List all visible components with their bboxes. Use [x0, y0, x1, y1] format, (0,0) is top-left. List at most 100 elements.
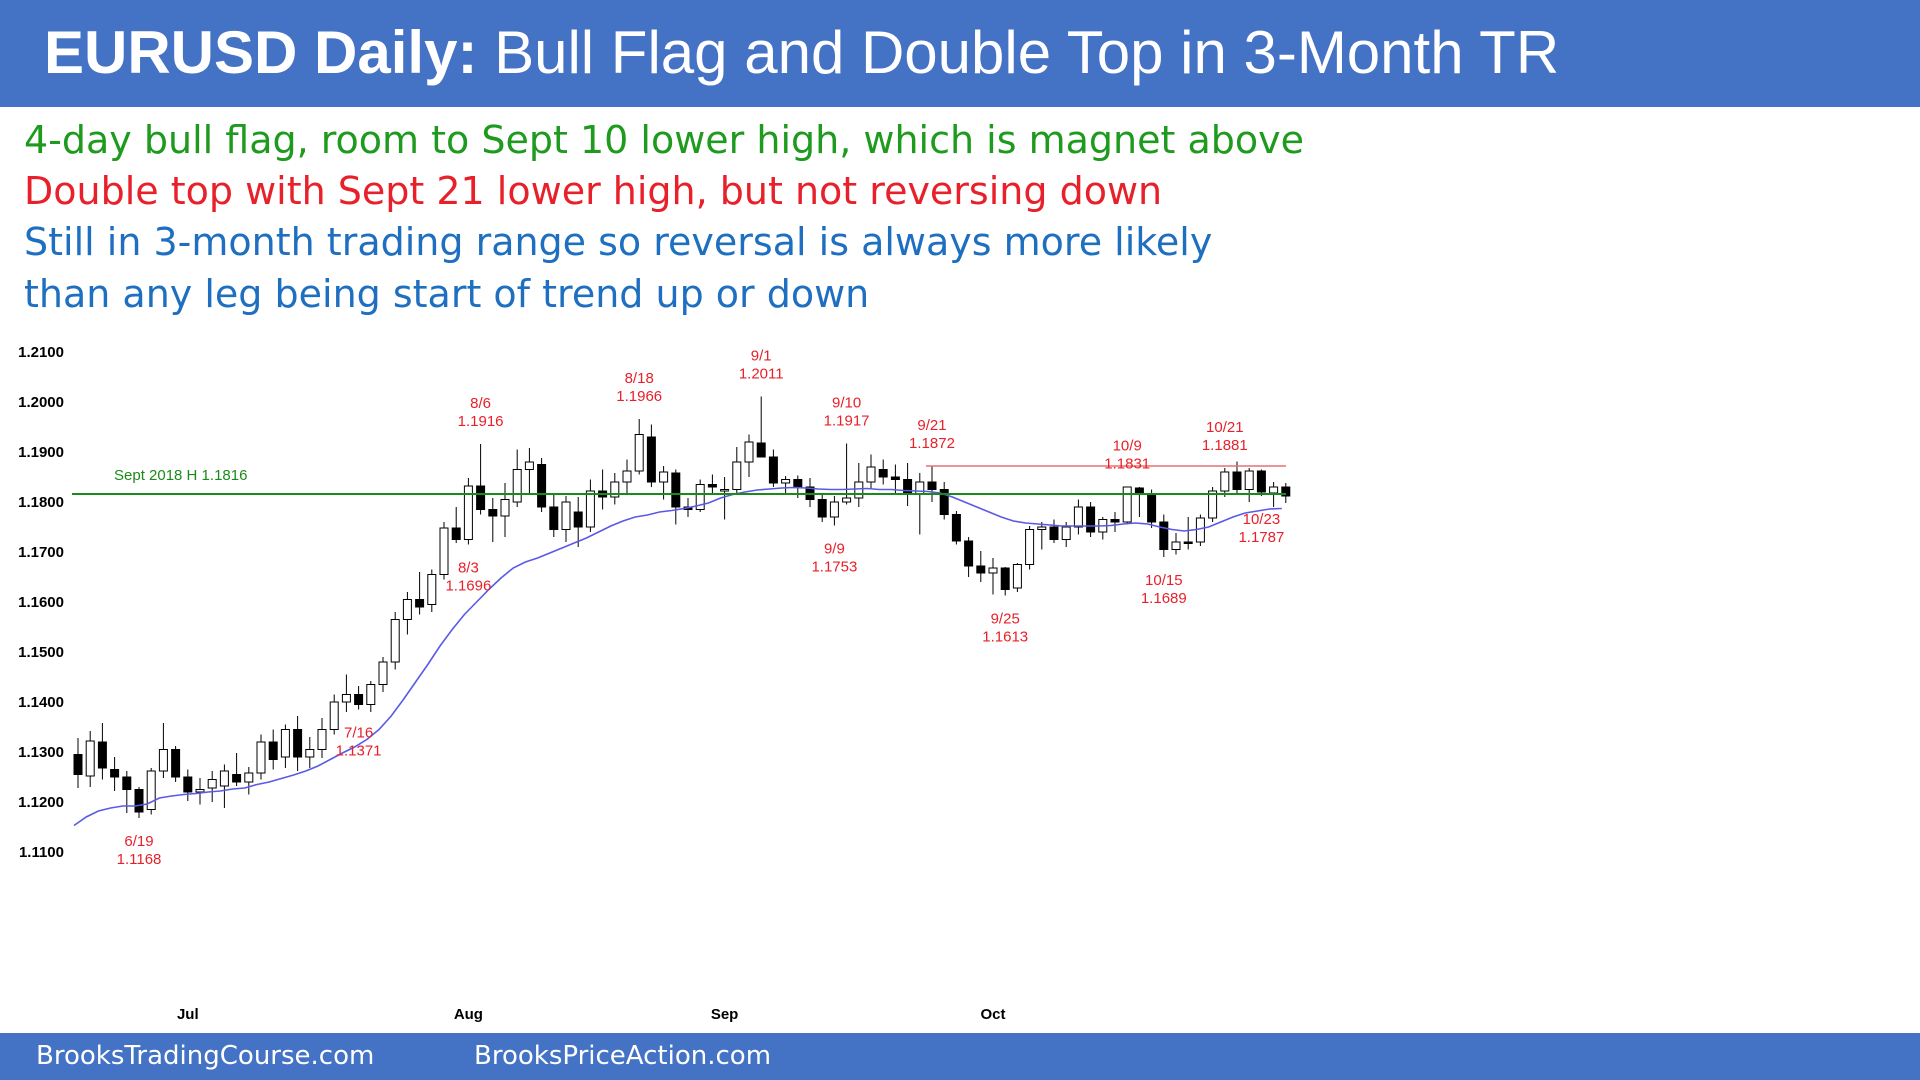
- bear-candle-body: [768, 456, 778, 484]
- candle: [732, 447, 742, 493]
- header-bar: EURUSD Daily: Bull Flag and Double Top i…: [0, 0, 1920, 107]
- swing-annotation: 8/61.1916: [458, 395, 504, 430]
- bull-candle-body: [1061, 526, 1071, 540]
- bear-candle-body: [903, 479, 913, 495]
- annotation-date: 8/18: [625, 370, 654, 387]
- annotation-price: 1.1966: [616, 388, 662, 405]
- swing-annotation: 9/91.1753: [811, 541, 857, 576]
- note-trading-range-cont: than any leg being start of trend up or …: [24, 272, 870, 316]
- candle: [451, 507, 461, 543]
- candle: [561, 496, 571, 542]
- bear-candle-body: [756, 442, 766, 458]
- candle: [1159, 514, 1169, 557]
- moving-average-line: [73, 486, 1282, 827]
- candle: [756, 396, 766, 458]
- candle: [781, 476, 791, 495]
- bear-candle-body: [110, 769, 120, 778]
- candle: [524, 448, 534, 493]
- annotation-date: 8/6: [470, 395, 491, 412]
- candle: [1073, 499, 1083, 535]
- annotation-price: 1.1872: [909, 435, 955, 452]
- candle: [927, 466, 937, 502]
- annotation-date: 6/19: [124, 833, 153, 850]
- footer-bar: BrooksTradingCourse.com BrooksPriceActio…: [0, 1033, 1920, 1080]
- candle: [354, 686, 364, 710]
- title-subtitle: Bull Flag and Double Top in 3-Month TR: [477, 19, 1560, 86]
- y-axis-ticks: 1.2100 1.2000 1.1900 1.1800 1.1700 1.1600 1.15…: [18, 344, 64, 861]
- footer-link-price-action[interactable]: BrooksPriceAction.com: [474, 1041, 772, 1071]
- annotation-date: 10/15: [1145, 572, 1183, 589]
- annotation-price: 1.1916: [458, 413, 504, 430]
- annotation-date: 10/23: [1243, 511, 1281, 528]
- bull-candle-body: [1269, 486, 1279, 494]
- candle: [110, 757, 120, 791]
- x-axis-ticks: Jul Aug Sep Oct: [177, 1006, 1006, 1023]
- bull-candle-body: [1073, 506, 1083, 528]
- candle: [1025, 526, 1035, 570]
- bull-candle-body: [439, 527, 449, 575]
- candle: [73, 738, 83, 788]
- y-tick-label: 1.1600: [18, 594, 64, 611]
- bear-candle-body: [707, 484, 717, 488]
- swing-annotation: 9/251.1613: [982, 611, 1028, 646]
- bear-candle-body: [1159, 521, 1169, 550]
- bull-candle-body: [256, 741, 266, 774]
- candle: [171, 746, 181, 782]
- candle: [1208, 487, 1218, 522]
- candle: [256, 734, 266, 780]
- bear-candle-body: [488, 509, 498, 517]
- candle: [854, 463, 864, 507]
- candle: [537, 458, 547, 512]
- annotation-date: 9/10: [832, 395, 861, 412]
- bull-candle-body: [500, 499, 510, 517]
- candle: [817, 493, 827, 522]
- bull-candle-body: [378, 661, 388, 685]
- note-bull-flag: 4-day bull flag, room to Sept 10 lower h…: [24, 118, 1304, 162]
- candle: [903, 463, 913, 506]
- bear-candle-body: [878, 469, 888, 478]
- bull-candle-body: [744, 441, 754, 463]
- candle: [1244, 468, 1254, 502]
- bull-candle-body: [427, 574, 437, 605]
- bull-candle-body: [781, 479, 791, 484]
- bear-candle-body: [122, 776, 132, 790]
- candle: [988, 558, 998, 595]
- swing-annotation: 8/31.1696: [445, 560, 491, 595]
- candle: [1256, 469, 1266, 496]
- swing-annotation: 9/211.1872: [909, 417, 955, 452]
- candle: [671, 469, 681, 525]
- y-tick-label: 1.1300: [18, 744, 64, 761]
- x-tick-label: Aug: [454, 1006, 483, 1023]
- swing-annotation: 9/11.2011: [739, 348, 784, 383]
- candle: [85, 731, 95, 787]
- bear-candle-body: [793, 479, 803, 488]
- bear-candle-body: [951, 514, 961, 542]
- bear-candle-body: [415, 599, 425, 608]
- y-tick-label: 1.1900: [18, 444, 64, 461]
- annotation-price: 1.1917: [824, 413, 870, 430]
- candle: [476, 444, 486, 515]
- bull-candle-body: [659, 471, 669, 483]
- y-tick-label: 1.1800: [18, 494, 64, 511]
- candle: [768, 449, 778, 487]
- annotation-price: 1.2011: [739, 366, 784, 383]
- candle: [268, 729, 278, 770]
- candle: [915, 473, 925, 535]
- candle: [598, 469, 608, 510]
- candle: [939, 482, 949, 520]
- bull-candle-body: [366, 684, 376, 705]
- bull-candle-body: [585, 490, 595, 528]
- swing-annotations: 6/191.11687/161.13718/61.19168/31.16968/…: [117, 348, 1285, 869]
- bull-candle-body: [720, 489, 730, 492]
- bear-candle-body: [646, 436, 656, 483]
- bull-candle-body: [1122, 486, 1132, 523]
- bear-candle-body: [1110, 519, 1120, 523]
- candle: [329, 694, 339, 735]
- page-title: EURUSD Daily: Bull Flag and Double Top i…: [44, 18, 1559, 87]
- bear-candle-body: [1232, 471, 1242, 490]
- candle: [976, 551, 986, 582]
- y-tick-label: 1.1500: [18, 644, 64, 661]
- bull-candle-body: [158, 749, 168, 772]
- footer-link-trading-course[interactable]: BrooksTradingCourse.com: [36, 1041, 375, 1071]
- candle: [146, 768, 156, 815]
